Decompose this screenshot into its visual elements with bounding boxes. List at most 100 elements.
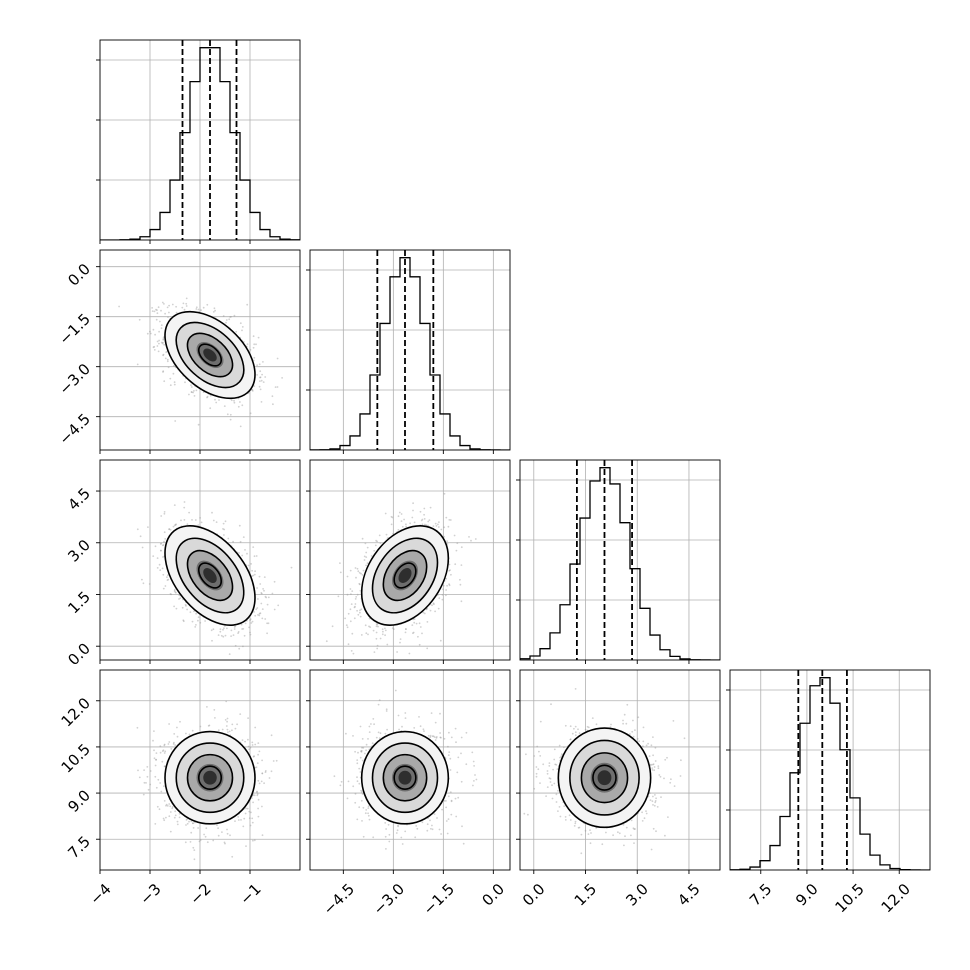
scatter-point	[152, 555, 155, 557]
panel-content	[100, 460, 300, 664]
scatter-point	[158, 808, 161, 811]
scatter-point	[213, 307, 216, 310]
scatter-point	[448, 519, 451, 521]
scatter-point	[184, 381, 186, 384]
scatter-point	[418, 622, 421, 625]
scatter-point	[156, 309, 158, 311]
histogram-step	[520, 467, 720, 660]
scatter-point	[156, 312, 159, 315]
scatter-point	[251, 388, 254, 391]
scatter-point	[421, 523, 424, 526]
scatter-point	[147, 526, 149, 528]
scatter-point	[251, 821, 254, 824]
scatter-point	[256, 662, 258, 664]
scatter-point	[384, 512, 387, 515]
scatter-point	[169, 528, 172, 531]
scatter-point	[185, 605, 187, 607]
density-shade	[398, 568, 412, 583]
contour-line	[371, 537, 439, 614]
scatter-point	[166, 306, 169, 309]
scatter-point	[445, 589, 447, 591]
scatter-point	[189, 841, 192, 843]
scatter-point	[217, 834, 220, 837]
scatter-point	[229, 834, 231, 837]
scatter-point	[164, 750, 167, 753]
scatter-point	[160, 515, 163, 517]
scatter-point	[379, 542, 382, 544]
scatter-point	[139, 535, 142, 538]
scatter-point	[183, 519, 186, 521]
scatter-point	[175, 305, 178, 308]
scatter-point	[261, 617, 264, 620]
scatter-point	[178, 594, 181, 597]
scatter-point	[468, 536, 470, 538]
scatter-point	[219, 630, 222, 633]
scatter-point	[174, 524, 177, 526]
scatter-point	[205, 827, 208, 830]
scatter-point	[354, 603, 357, 605]
scatter-point	[238, 524, 241, 527]
scatter-point	[255, 608, 258, 611]
scatter-point	[167, 366, 170, 369]
scatter-point	[200, 521, 203, 524]
scatter-point	[195, 612, 198, 615]
scatter-point	[460, 564, 463, 566]
scatter-point	[175, 523, 177, 526]
scatter-point	[186, 608, 189, 611]
scatter-point	[192, 827, 195, 829]
scatter-point	[165, 351, 168, 353]
scatter-point	[264, 376, 267, 378]
scatter-point	[185, 302, 188, 305]
density-shade	[203, 568, 217, 583]
scatter-point	[363, 555, 366, 558]
scatter-point	[173, 605, 176, 608]
y-tick-label: −3.0	[56, 360, 94, 398]
scatter-point	[204, 620, 207, 622]
y-tick-label: −4.5	[56, 410, 94, 448]
scatter-point	[439, 639, 442, 642]
scatter-point	[167, 743, 170, 745]
scatter-point	[272, 403, 274, 406]
scatter-point	[456, 542, 459, 545]
scatter-point	[244, 549, 246, 551]
scatter-point	[252, 335, 255, 338]
scatter-point	[183, 506, 186, 509]
scatter-point	[438, 521, 440, 523]
scatter-point	[434, 610, 436, 613]
scatter-point	[271, 592, 274, 595]
scatter-point	[239, 713, 242, 715]
scatter-point	[243, 634, 246, 637]
scatter-point	[233, 628, 236, 630]
panel-1-0: −4.5−3.0−1.50.0	[56, 249, 301, 454]
contour-line	[175, 537, 245, 614]
scatter-point	[442, 584, 445, 587]
scatter-point	[359, 589, 362, 592]
scatter-point	[220, 634, 223, 637]
scatter-point	[253, 385, 256, 387]
scatter-point	[166, 358, 169, 361]
scatter-point	[164, 357, 167, 360]
scatter-point	[173, 588, 176, 591]
scatter-point	[228, 730, 231, 733]
scatter-point	[226, 728, 229, 731]
scatter-point	[237, 631, 240, 633]
scatter-point	[419, 626, 422, 628]
scatter-point	[168, 311, 170, 314]
scatter-point	[224, 634, 227, 637]
scatter-point	[261, 373, 263, 376]
scatter-point	[223, 627, 225, 630]
scatter-point	[173, 816, 176, 819]
scatter-point	[162, 556, 164, 558]
scatter-point	[255, 555, 258, 557]
scatter-point	[443, 526, 446, 529]
scatter-point	[453, 534, 456, 537]
scatter-point	[384, 627, 386, 630]
scatter-point	[230, 315, 232, 318]
scatter-point	[234, 625, 237, 628]
scatter-point	[346, 593, 349, 596]
scatter-point	[226, 627, 228, 630]
scatter-point	[160, 309, 162, 312]
scatter-point	[264, 771, 267, 773]
scatter-point	[185, 305, 188, 307]
scatter-point	[190, 391, 193, 393]
